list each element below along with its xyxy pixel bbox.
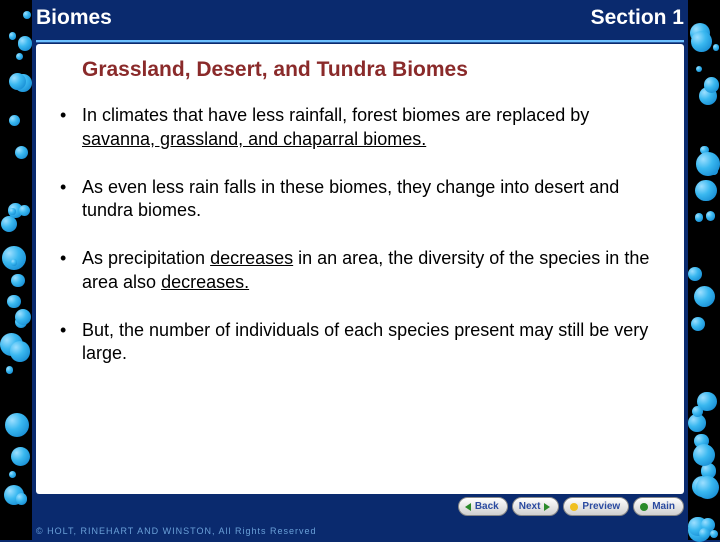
header-left: Biomes (36, 6, 112, 30)
bullet-text: But, the number of individuals of each s… (82, 320, 648, 364)
bullet-item: As precipitation decreases in an area, t… (60, 247, 660, 295)
bullet-text: As precipitation (82, 248, 210, 268)
bullet-item: But, the number of individuals of each s… (60, 319, 660, 367)
next-button[interactable]: Next (512, 497, 560, 516)
nav-label: Back (475, 501, 499, 512)
left-border (0, 0, 32, 540)
bullet-text: As even less rain falls in these biomes,… (82, 177, 619, 221)
back-icon (465, 503, 471, 511)
bullet-list: In climates that have less rainfall, for… (60, 104, 660, 366)
copyright-footer: © HOLT, RINEHART AND WINSTON, All Rights… (36, 526, 317, 536)
next-icon (544, 503, 550, 511)
bullet-text: In climates that have less rainfall, for… (82, 105, 589, 125)
main-button[interactable]: Main (633, 497, 684, 516)
back-button[interactable]: Back (458, 497, 508, 516)
header-underline (36, 40, 684, 43)
bullet-underline: decreases. (161, 272, 249, 292)
preview-icon (570, 503, 578, 511)
header-right: Section 1 (591, 6, 684, 30)
slide-header: Biomes Section 1 (36, 6, 684, 30)
preview-button[interactable]: Preview (563, 497, 629, 516)
bullet-item: As even less rain falls in these biomes,… (60, 176, 660, 224)
main-icon (640, 503, 648, 511)
slide-content: Grassland, Desert, and Tundra Biomes In … (36, 44, 684, 494)
nav-label: Next (519, 501, 541, 512)
nav-bar: Back Next Preview Main (458, 497, 684, 516)
bullet-underline: decreases (210, 248, 293, 268)
bullet-item: In climates that have less rainfall, for… (60, 104, 660, 152)
nav-label: Main (652, 501, 675, 512)
bullet-underline: savanna, grassland, and chaparral biomes… (82, 129, 426, 149)
nav-label: Preview (582, 501, 620, 512)
right-border (688, 0, 720, 540)
slide-title: Grassland, Desert, and Tundra Biomes (82, 58, 660, 82)
